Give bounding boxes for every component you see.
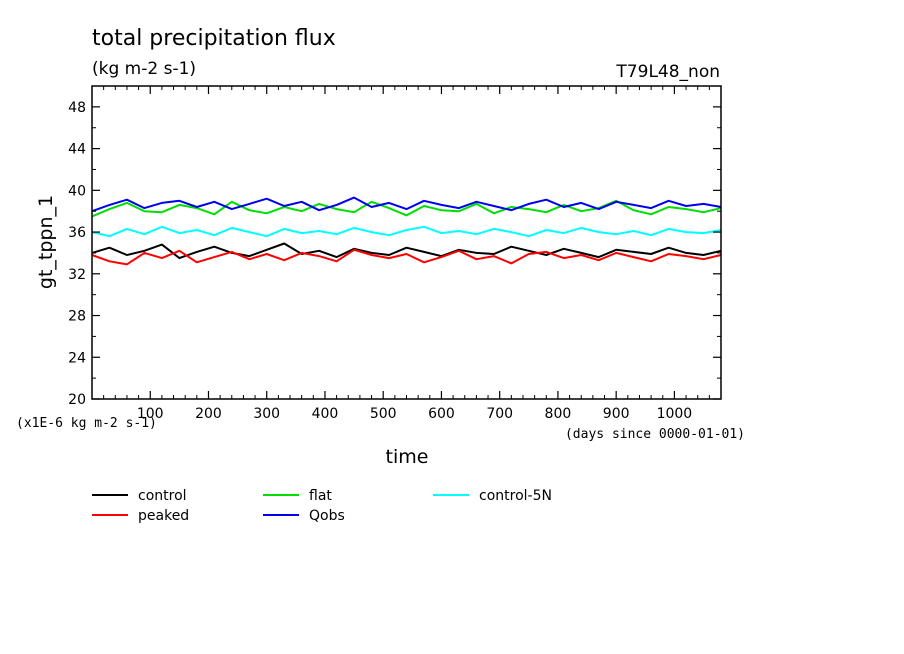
- series-line-control-5n: [91, 225, 722, 238]
- legend-item-peaked: peaked: [92, 508, 189, 524]
- series-layer: [91, 196, 722, 266]
- chart-title: total precipitation flux: [92, 26, 336, 51]
- x-tick-label: 100: [137, 406, 164, 422]
- x-tick-label: 200: [195, 406, 222, 422]
- legend: control peaked flat Qobs control-5N: [92, 488, 552, 524]
- x-tick-label: 400: [312, 406, 339, 422]
- legend-item-qobs: Qobs: [263, 508, 345, 524]
- run-label: T79L48_non: [615, 62, 720, 82]
- legend-label-qobs: Qobs: [309, 508, 345, 524]
- legend-item-control-5n: control-5N: [433, 488, 552, 504]
- legend-item-control: control: [92, 488, 187, 504]
- y-tick-label: 24: [68, 350, 86, 366]
- legend-item-flat: flat: [263, 488, 332, 504]
- x-tick-label: 900: [603, 406, 630, 422]
- x-tick-label: 300: [253, 406, 280, 422]
- axis-ticks: 20 24 28 32 36 40 44 48 100 200 300 400 500 600 700 800…: [68, 85, 721, 422]
- y-axis-label: gt_tppn_1: [35, 195, 57, 289]
- plot-frame: [91, 85, 722, 400]
- y-tick-label: 40: [68, 183, 86, 199]
- x-tick-label: 500: [370, 406, 397, 422]
- x-tick-label: 800: [545, 406, 572, 422]
- x-units-note: (days since 0000-01-01): [565, 427, 745, 442]
- series-line-control: [91, 242, 722, 260]
- legend-label-peaked: peaked: [138, 508, 189, 524]
- legend-label-control-5n: control-5N: [479, 488, 552, 504]
- y-tick-label: 44: [68, 142, 86, 158]
- x-axis-label: time: [386, 446, 429, 468]
- y-tick-label: 32: [68, 267, 86, 283]
- y-tick-label: 28: [68, 309, 86, 325]
- y-scale-note: (x1E-6 kg m-2 s-1): [16, 416, 157, 431]
- series-line-peaked: [91, 248, 722, 266]
- y-tick-label: 36: [68, 225, 86, 241]
- chart-units: (kg m-2 s-1): [92, 59, 196, 79]
- y-tick-label: 48: [68, 100, 86, 116]
- legend-label-flat: flat: [309, 488, 332, 504]
- y-tick-label: 20: [68, 392, 86, 408]
- x-tick-label: 700: [486, 406, 513, 422]
- series-line-qobs: [91, 196, 722, 213]
- x-tick-label: 1000: [657, 406, 693, 422]
- x-tick-label: 600: [428, 406, 455, 422]
- legend-label-control: control: [138, 488, 187, 504]
